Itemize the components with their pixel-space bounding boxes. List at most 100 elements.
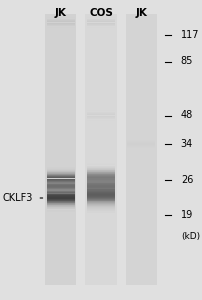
Bar <box>87 20 115 21</box>
Bar <box>87 196 115 197</box>
Bar <box>46 23 75 24</box>
Bar <box>46 205 75 206</box>
Bar <box>87 27 115 28</box>
Bar <box>46 198 75 199</box>
Bar <box>46 192 75 193</box>
Bar <box>46 201 75 202</box>
Bar <box>87 188 115 189</box>
Bar <box>87 182 115 183</box>
Bar <box>46 188 75 189</box>
Bar <box>87 178 115 179</box>
Bar <box>46 171 75 172</box>
Bar <box>46 200 75 201</box>
Bar <box>87 191 115 192</box>
Bar <box>87 177 115 178</box>
Bar <box>87 197 115 198</box>
Bar <box>87 187 115 188</box>
Bar <box>87 201 115 202</box>
Bar <box>46 185 75 186</box>
Bar <box>46 24 75 25</box>
Bar <box>87 121 115 122</box>
Bar <box>87 169 115 170</box>
Bar <box>87 111 115 112</box>
Bar <box>46 194 75 195</box>
Bar <box>46 175 75 176</box>
Bar <box>46 178 75 179</box>
Bar <box>46 186 75 187</box>
Bar <box>46 209 75 210</box>
Bar <box>46 194 75 195</box>
Bar <box>87 178 115 179</box>
Bar <box>87 181 115 182</box>
Bar <box>46 188 75 189</box>
Bar <box>46 20 75 21</box>
Bar <box>87 205 115 206</box>
Bar <box>87 184 115 185</box>
Bar <box>87 186 115 187</box>
Text: 48: 48 <box>181 110 193 121</box>
Bar <box>46 22 75 23</box>
Bar <box>87 115 115 116</box>
Bar <box>87 181 115 182</box>
Bar <box>46 206 75 207</box>
Bar <box>46 191 75 192</box>
Bar <box>87 187 115 188</box>
Bar <box>46 174 75 175</box>
Bar <box>46 190 75 191</box>
Bar <box>87 118 115 119</box>
Bar <box>87 191 115 192</box>
Bar <box>46 17 75 18</box>
Bar <box>87 109 115 110</box>
Bar <box>46 182 75 183</box>
Bar <box>87 183 115 184</box>
Text: 26: 26 <box>181 175 193 185</box>
Bar <box>87 176 115 177</box>
Bar <box>87 23 115 24</box>
Bar <box>87 25 115 26</box>
Bar <box>87 176 115 177</box>
Bar <box>87 189 115 190</box>
Bar <box>46 203 75 204</box>
Bar <box>87 21 115 22</box>
Bar <box>46 193 75 194</box>
Bar <box>87 204 115 205</box>
Bar <box>87 181 115 182</box>
Bar <box>87 199 115 200</box>
Bar <box>46 183 75 184</box>
Bar <box>87 188 115 189</box>
Bar <box>46 184 75 185</box>
Bar <box>46 176 75 177</box>
Bar <box>87 202 115 203</box>
Bar <box>46 210 75 211</box>
Bar <box>46 199 75 200</box>
Bar <box>87 189 115 190</box>
Bar <box>87 186 115 187</box>
Bar <box>87 173 115 174</box>
Bar <box>87 190 115 191</box>
Bar <box>87 171 115 172</box>
Bar <box>46 184 75 185</box>
Bar <box>87 192 115 193</box>
Bar <box>87 179 115 180</box>
Text: JK: JK <box>136 8 147 17</box>
Bar <box>87 202 115 203</box>
Bar <box>87 170 115 171</box>
Bar <box>46 27 75 28</box>
Bar <box>126 14 157 285</box>
Bar <box>46 26 75 27</box>
Bar <box>46 195 75 196</box>
Bar <box>46 196 75 197</box>
Bar <box>87 26 115 27</box>
Bar <box>87 176 115 177</box>
Bar <box>46 169 75 170</box>
Bar <box>87 194 115 195</box>
Bar <box>46 179 75 180</box>
Bar <box>46 197 75 198</box>
Bar <box>87 113 115 114</box>
Bar <box>87 114 115 115</box>
Bar <box>46 192 75 193</box>
Bar <box>46 195 75 196</box>
Bar <box>87 120 115 121</box>
Bar <box>87 195 115 196</box>
Bar <box>46 181 75 182</box>
